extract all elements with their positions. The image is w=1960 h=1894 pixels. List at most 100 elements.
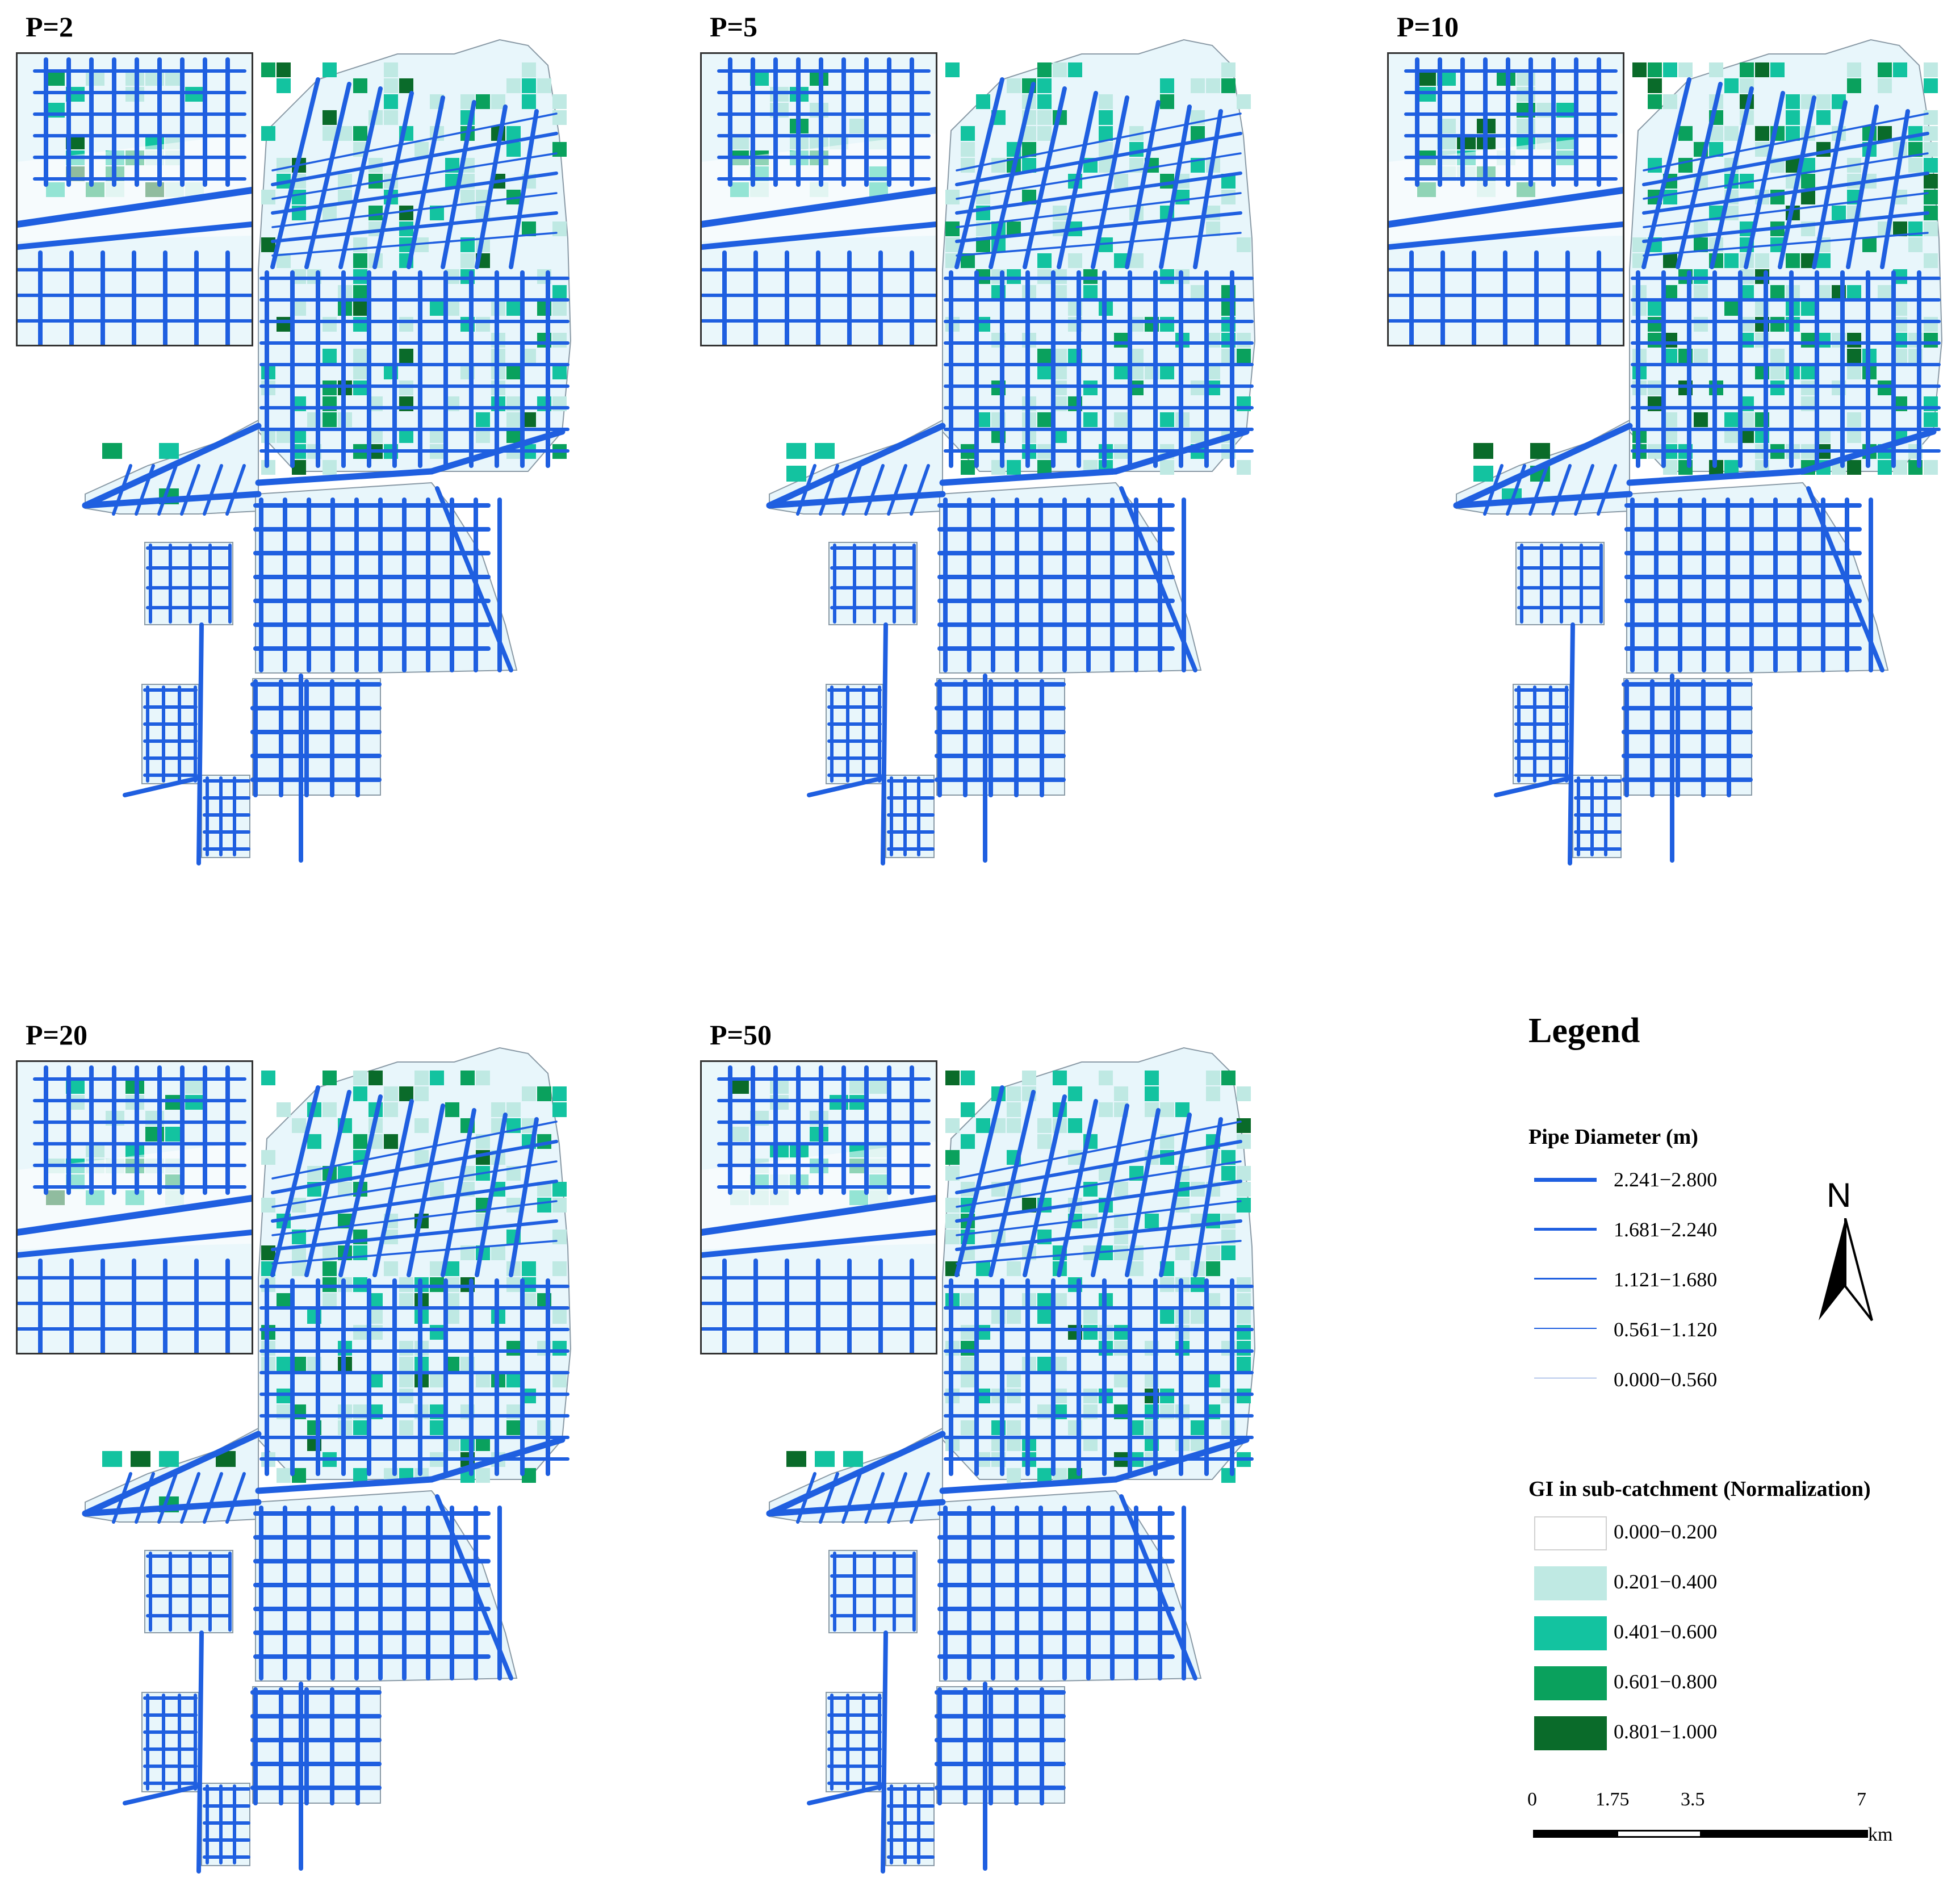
gi-cell [1847,78,1861,93]
gi-cell [414,142,429,157]
gi-cell [460,253,475,268]
gi-cell [323,460,337,475]
gi-cell [552,1341,567,1356]
pipe-segment [1159,1113,1192,1277]
pipe-class-label: 0.561−1.120 [1614,1318,1718,1341]
gi-cell [1037,1134,1052,1149]
pipe-segment [702,1195,936,1236]
gi-cell [1145,1214,1159,1228]
gi-cell [537,1086,551,1101]
gi-cell [961,126,975,141]
gi-cell [730,1079,749,1094]
scale-tick: 0 [1527,1789,1537,1810]
gi-cell [476,1468,490,1483]
gi-cell [277,1357,291,1372]
gi-cell [460,190,475,204]
pipe-segment [255,1476,435,1494]
north-arrow-icon [1819,1218,1873,1322]
gi-cell [522,1261,536,1276]
pipe-segment [135,464,155,516]
gi-cell [430,1373,444,1387]
scale-unit: km [1868,1824,1893,1845]
gi-cell [1924,158,1938,173]
gi-cell [277,1293,291,1308]
gi-cell [1037,1357,1052,1372]
pipe-segment [956,1200,1242,1236]
gi-cell [491,1102,505,1117]
pipe-segment [123,1784,201,1805]
gi-cell [1770,62,1785,77]
pipe-segment [271,1240,558,1265]
gi-cell [945,62,960,77]
gi-cell [976,190,990,204]
gi-cell [1221,78,1236,93]
gi-cell [1924,333,1938,348]
gi-cell [945,1198,960,1213]
gi-cell [1007,460,1021,475]
gi-cell [1114,1325,1128,1340]
pipe-segment [1023,1094,1067,1277]
gi-cell [1924,221,1938,236]
gi-cell [384,110,398,125]
pipe-segment [955,1180,1242,1223]
pipe-segment [18,1230,252,1258]
gi-cell [430,1325,444,1340]
gi-cell [323,62,337,77]
pipe-line-swatch [1534,1278,1597,1280]
pipe-segment [1799,428,1937,475]
pipe-segment [1643,112,1929,172]
gi-cell [1724,253,1739,268]
gi-cell [1862,237,1877,252]
gi-cell [1801,174,1815,189]
gi-class-2: 0.201−0.400 [1528,1566,1869,1600]
gi-cell [1237,237,1251,252]
gi-cell [277,1102,291,1117]
gi-cell [1237,1198,1251,1213]
gi-cell [1068,253,1082,268]
study-area-map [82,1047,572,1874]
gi-cell [323,1293,337,1308]
gi-cell [1237,1309,1251,1324]
gi-cell [1114,1341,1128,1356]
pipe-segment [1119,486,1197,672]
gi-cell [476,94,490,109]
gi-cell [843,1451,863,1467]
pipe-segment [1846,104,1879,269]
pipe-line-swatch [1534,1228,1597,1231]
north-label: N [1827,1176,1852,1214]
pipe-segment [955,132,1242,186]
inset-pipes [702,57,936,345]
gi-cell [1924,174,1938,189]
gi-cell [1206,1214,1220,1228]
gi-cell [1878,126,1892,141]
zoom-inset-map [702,1062,936,1353]
gi-cell [384,1261,398,1276]
gi-cell [353,126,367,141]
pipe-segment [1159,104,1192,269]
pipe-class-label: 0.000−0.560 [1614,1368,1718,1391]
gi-cell [1145,1086,1159,1101]
gi-cell [976,1261,990,1276]
pipe-segment [338,1094,383,1277]
gi-cell [1648,62,1662,77]
gi-cell [1175,1102,1190,1117]
gi-cell [399,1373,413,1387]
gi-cell [1237,1086,1251,1101]
gi-cell [1206,78,1220,93]
pipe-segment [1551,464,1572,516]
gi-cell [1237,1325,1251,1340]
gi-cell [537,78,551,93]
gi-cell [384,94,398,109]
gi-class-label: 0.000−0.200 [1614,1520,1718,1543]
gi-cell [506,1341,521,1356]
gi-cell [353,1086,367,1101]
gi-cell [1053,62,1067,77]
gi-cell [961,1357,975,1372]
gi-cell [1770,349,1785,363]
pipe-segment [435,486,513,672]
gi-cell [1114,174,1128,189]
pipe-segment [807,776,885,797]
gi-cell [961,142,975,157]
pipe-segment [435,1494,513,1680]
gi-cell [353,1468,367,1483]
